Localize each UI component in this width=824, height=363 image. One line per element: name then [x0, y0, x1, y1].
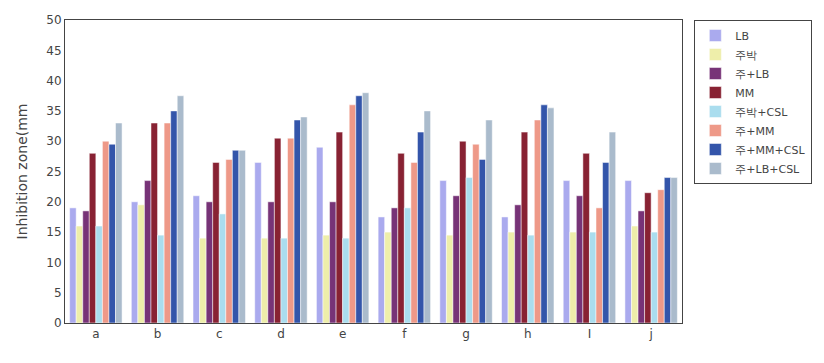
svg-text:I: I — [588, 327, 592, 341]
svg-text:35: 35 — [46, 104, 61, 118]
svg-text:a: a — [92, 327, 99, 341]
svg-text:45: 45 — [46, 44, 61, 58]
svg-text:d: d — [277, 327, 285, 341]
svg-text:Inhibition zone(mm: Inhibition zone(mm — [14, 104, 30, 240]
svg-text:30: 30 — [46, 134, 61, 148]
svg-text:MM: MM — [735, 87, 754, 100]
svg-text:25: 25 — [46, 165, 61, 179]
svg-text:5: 5 — [54, 286, 62, 300]
svg-text:f: f — [402, 327, 407, 341]
svg-text:주박: 주박 — [735, 49, 757, 62]
svg-text:LB: LB — [735, 30, 749, 43]
svg-text:b: b — [154, 327, 162, 341]
svg-text:주+MM: 주+MM — [735, 125, 774, 138]
svg-text:0: 0 — [54, 316, 62, 330]
svg-text:주+LB+CSL: 주+LB+CSL — [735, 163, 800, 176]
svg-text:10: 10 — [46, 256, 61, 270]
svg-text:c: c — [216, 327, 223, 341]
svg-text:j: j — [648, 327, 652, 341]
svg-text:주+LB: 주+LB — [735, 68, 769, 81]
svg-text:주박+CSL: 주박+CSL — [735, 106, 788, 119]
svg-text:15: 15 — [46, 225, 61, 239]
svg-text:h: h — [524, 327, 532, 341]
svg-text:g: g — [462, 327, 470, 341]
svg-text:20: 20 — [46, 195, 61, 209]
svg-text:40: 40 — [46, 74, 61, 88]
svg-text:e: e — [339, 327, 346, 341]
svg-text:50: 50 — [46, 13, 61, 27]
svg-text:주+MM+CSL: 주+MM+CSL — [735, 144, 805, 157]
